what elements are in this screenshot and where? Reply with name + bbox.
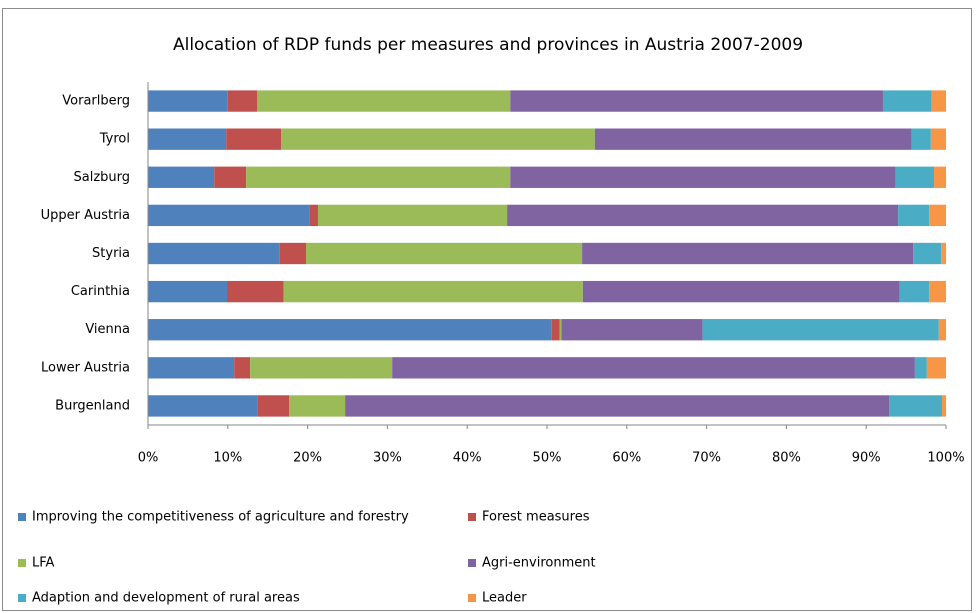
bar-segment [148,166,215,188]
bar-segment [941,242,946,265]
bar-segment [148,90,228,112]
legend-label: LFA [32,556,55,571]
legend-label: Leader [482,591,527,606]
legend-label: Improving the competitiveness of agricul… [32,510,409,525]
bar-segment [283,280,583,303]
bar-segment [257,90,511,112]
x-tick-label: 90% [852,451,881,466]
x-tick-label: 20% [293,451,322,466]
legend-swatch [18,594,26,602]
legend-label: Adaption and development of rural areas [32,591,300,606]
legend-swatch [18,513,26,521]
bar-segment [148,357,235,379]
y-tick-label: Vorarlberg [62,94,130,109]
bar-segment [345,395,890,417]
bar-segment [148,280,228,303]
bar-segment [148,128,227,150]
legend-swatch [468,594,476,602]
bar-segment [148,242,280,265]
bar-segment [250,357,393,379]
y-tick-label: Lower Austria [41,360,130,375]
bar-segment [913,242,942,265]
y-tick-label: Carinthia [71,284,130,299]
bar-segment [510,90,883,112]
bar-segment [889,395,943,417]
bar-segment [934,166,946,188]
bar-segment [882,90,932,112]
bar-segment [309,204,318,227]
legend-swatch [18,559,26,567]
legend-label: Forest measures [482,510,590,525]
bar-segment [289,395,346,417]
bar-segment [929,204,946,227]
bar-segment [234,357,251,379]
bar-segment [227,280,284,303]
x-tick-label: 40% [453,451,482,466]
x-tick-label: 80% [772,451,801,466]
bar-segment [317,204,508,227]
y-tick-label: Salzburg [73,170,130,185]
y-tick-label: Burgenland [55,398,130,413]
bar-segment [392,357,915,379]
bar-segment [594,128,912,150]
x-tick-label: 10% [213,451,242,466]
bar-segment [582,280,900,303]
bar-segment [561,319,703,341]
bar-segment [281,128,595,150]
y-tick-label: Upper Austria [41,208,130,223]
legend-swatch [468,513,476,521]
bar-segment [214,166,247,188]
bar-segment [306,242,583,265]
bar-segment [246,166,511,188]
bar-segment [926,357,946,379]
bar-segment [914,357,927,379]
x-tick-label: 50% [533,451,562,466]
bar-segment [507,204,899,227]
x-tick-label: 100% [927,451,964,466]
bar-segment [702,319,939,341]
bar-segment [226,128,282,150]
bar-segment [895,166,935,188]
bar-segment [942,395,946,417]
bar-segment [911,128,931,150]
bar-segment [582,242,914,265]
bar-segment [931,90,946,112]
bar-segment [227,90,258,112]
bar-segment [279,242,307,265]
bar-segment [559,319,562,341]
legend-label: Agri-environment [482,556,596,571]
bar-segment [257,395,290,417]
bar-segment [929,280,946,303]
x-tick-label: 30% [373,451,402,466]
bar-segment [148,319,552,341]
bar-segment [148,204,310,227]
chart-title: Allocation of RDP funds per measures and… [173,35,803,55]
bar-segment [551,319,560,341]
bar-segment [899,280,930,303]
y-tick-label: Styria [92,246,130,261]
x-tick-label: 0% [138,451,159,466]
x-tick-label: 60% [612,451,641,466]
legend-swatch [468,559,476,567]
x-tick-label: 70% [692,451,721,466]
bar-segment [938,319,946,341]
bar-segment [148,395,258,417]
y-tick-label: Tyrol [99,132,130,147]
bar-segment [898,204,930,227]
bar-segment [510,166,896,188]
bar-segment [930,128,946,150]
y-tick-label: Vienna [85,322,130,337]
